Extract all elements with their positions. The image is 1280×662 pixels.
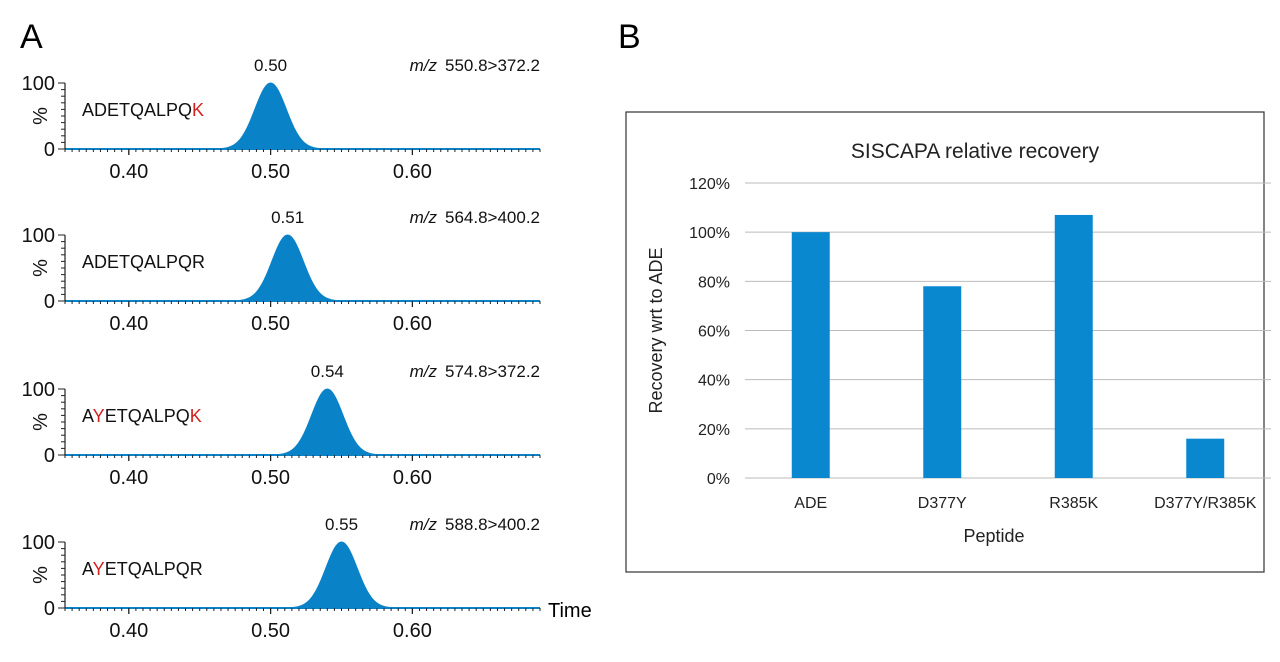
panel-a-label: A	[20, 18, 43, 56]
x-axis-label: Peptide	[963, 526, 1024, 546]
chromatogram-peak	[207, 82, 334, 150]
x-tick-label: 0.50	[251, 161, 290, 183]
chromatogram-1: 0.40 0.50 0.60 0 100% ADETQALPQK 0.50 m/z 550.8>…	[22, 56, 541, 183]
bar-d377y	[923, 286, 962, 478]
y-tick-label: 80%	[698, 274, 730, 291]
y-tick-label: 100	[22, 379, 55, 401]
bar-r385k	[1054, 214, 1093, 479]
mz-prefix: m/z	[410, 56, 438, 75]
y-axis-label: %	[30, 566, 52, 584]
x-tick-label: 0.60	[393, 313, 432, 335]
y-tick-label: 20%	[698, 422, 730, 439]
y-tick-label: 100%	[689, 225, 730, 242]
peptide-residue-highlight: Y	[93, 559, 105, 579]
x-tick-label: 0.40	[109, 313, 148, 335]
x-tick-label: D377Y	[918, 495, 967, 512]
x-tick-label: ADE	[794, 495, 827, 512]
y-tick-label: 40%	[698, 373, 730, 390]
y-axis-label: %	[30, 107, 52, 125]
x-tick-label: 0.60	[393, 620, 432, 642]
chart-frame	[625, 111, 1265, 573]
time-axis-label: Time	[548, 600, 592, 622]
mz-prefix: m/z	[410, 208, 438, 227]
peak-time-label: 0.51	[271, 208, 304, 227]
y-axis-label: %	[30, 259, 52, 277]
mz-value: 550.8>372.2	[445, 56, 540, 75]
mz-transition-label: m/z 564.8>400.2	[410, 208, 540, 227]
y-tick-label: 0	[44, 445, 55, 467]
peptide-segment: ETQALPQR	[105, 559, 203, 579]
peak-time-label: 0.55	[325, 515, 358, 534]
recovery-bar-chart: SISCAPA relative recovery 0% 20% 40% 60% 80% 1…	[625, 111, 1271, 573]
mz-value: 574.8>372.2	[445, 362, 540, 381]
y-tick-label: 0%	[707, 471, 730, 488]
peptide-segment: ETQALPQ	[105, 406, 190, 426]
y-tick-label: 100	[22, 532, 55, 554]
chromatogram-2: 0.40 0.50 0.60 0 100% ADETQALPQR 0.51 m/z 564.8>…	[22, 208, 541, 335]
x-tick-label: 0.50	[251, 313, 290, 335]
x-tick-label: 0.40	[109, 161, 148, 183]
mz-value: 564.8>400.2	[445, 208, 540, 227]
x-tick-label: 0.50	[251, 467, 290, 489]
peptide-segment: ADETQALPQ	[82, 100, 192, 120]
y-axis-label: %	[30, 413, 52, 431]
mz-prefix: m/z	[410, 362, 438, 381]
x-tick-label: 0.60	[393, 467, 432, 489]
y-tick-label: 0	[44, 598, 55, 620]
y-tick-label: 0	[44, 291, 55, 313]
mz-value: 588.8>400.2	[445, 515, 540, 534]
y-tick-label: 120%	[689, 176, 730, 193]
y-tick-label: 60%	[698, 324, 730, 341]
peptide-label: ADETQALPQR	[82, 252, 205, 272]
y-tick-label: 0	[44, 139, 55, 161]
y-tick-label: 100	[22, 225, 55, 247]
x-tick-label: 0.60	[393, 161, 432, 183]
chromatogram-peak	[278, 541, 405, 609]
chromatogram-peak	[264, 388, 391, 456]
x-tick-label: 0.40	[109, 620, 148, 642]
peptide-segment: A	[82, 559, 94, 579]
peptide-label: ADETQALPQK	[82, 100, 204, 120]
bar-ade	[791, 232, 830, 478]
y-axis-label: Recovery wrt to ADE	[646, 247, 666, 413]
chromatogram-3: 0.40 0.50 0.60 0 100% AYETQALPQK 0.54 m/z 574.8>…	[22, 362, 541, 489]
peptide-residue-highlight: K	[190, 406, 202, 426]
x-tick-label: R385K	[1049, 495, 1098, 512]
peptide-residue-highlight: Y	[93, 406, 105, 426]
bar-d377y-r385k	[1186, 438, 1225, 478]
y-tick-label: 100	[22, 73, 55, 95]
peptide-segment: A	[82, 406, 94, 426]
chromatogram-4: 0.40 0.50 0.60 0 100% AYETQALPQR 0.55 m/z 588.8>…	[22, 515, 541, 642]
peptide-segment: ADETQALPQR	[82, 252, 205, 272]
x-tick-label: 0.40	[109, 467, 148, 489]
peptide-label: AYETQALPQK	[82, 406, 202, 426]
mz-transition-label: m/z 550.8>372.2	[410, 56, 540, 75]
peak-time-label: 0.50	[254, 56, 287, 75]
x-tick-label: D377Y/R385K	[1154, 495, 1257, 512]
x-tick-label: 0.50	[251, 620, 290, 642]
peak-time-label: 0.54	[311, 362, 344, 381]
mz-prefix: m/z	[410, 515, 438, 534]
chart-title: SISCAPA relative recovery	[851, 140, 1100, 163]
chromatogram-peak	[224, 234, 351, 302]
mz-transition-label: m/z 588.8>400.2	[410, 515, 540, 534]
peptide-label: AYETQALPQR	[82, 559, 203, 579]
panel-b-label: B	[618, 18, 641, 56]
peptide-residue-highlight: K	[192, 100, 204, 120]
mz-transition-label: m/z 574.8>372.2	[410, 362, 540, 381]
